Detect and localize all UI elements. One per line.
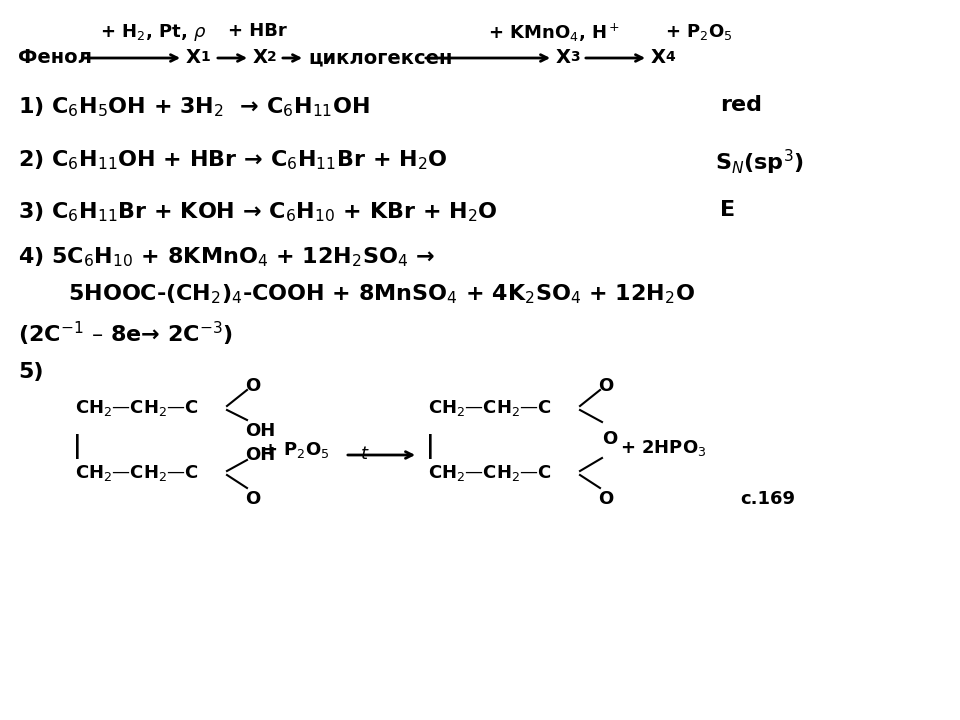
Text: O: O <box>245 490 260 508</box>
Text: 3) C$_6$H$_{11}$Br + KOH → C$_6$H$_{10}$ + KBr + H$_2$O: 3) C$_6$H$_{11}$Br + KOH → C$_6$H$_{10}$… <box>18 200 497 224</box>
Text: X: X <box>651 48 666 67</box>
Text: 2) C$_6$H$_{11}$OH + HBr → C$_6$H$_{11}$Br + H$_2$O: 2) C$_6$H$_{11}$OH + HBr → C$_6$H$_{11}$… <box>18 148 447 171</box>
Text: циклогексен: циклогексен <box>308 48 452 67</box>
Text: Фенол: Фенол <box>18 48 92 67</box>
Text: + P$_2$O$_5$: + P$_2$O$_5$ <box>665 22 732 42</box>
Text: X: X <box>253 48 268 67</box>
Text: |: | <box>73 434 82 459</box>
Text: (2C$^{-1}$ – 8e→ 2C$^{-3}$): (2C$^{-1}$ – 8e→ 2C$^{-3}$) <box>18 320 233 348</box>
Text: red: red <box>720 95 762 115</box>
Text: E: E <box>720 200 735 220</box>
Text: O: O <box>245 377 260 395</box>
Text: 4) 5C$_6$H$_{10}$ + 8KMnO$_4$ + 12H$_2$SO$_4$ →: 4) 5C$_6$H$_{10}$ + 8KMnO$_4$ + 12H$_2$S… <box>18 245 435 269</box>
Text: |: | <box>426 434 435 459</box>
Text: S$_N$(sp$^3$): S$_N$(sp$^3$) <box>715 148 804 177</box>
Text: + P$_2$O$_5$: + P$_2$O$_5$ <box>262 440 329 460</box>
Text: X: X <box>186 48 201 67</box>
Text: CH$_2$—CH$_2$—C: CH$_2$—CH$_2$—C <box>75 463 199 483</box>
Text: CH$_2$—CH$_2$—C: CH$_2$—CH$_2$—C <box>75 398 199 418</box>
Text: + HBr: + HBr <box>228 22 287 40</box>
Text: 3: 3 <box>570 50 580 64</box>
Text: CH$_2$—CH$_2$—C: CH$_2$—CH$_2$—C <box>428 398 552 418</box>
Text: 5HOOC-(CH$_2$)$_4$-COOH + 8MnSO$_4$ + 4K$_2$SO$_4$ + 12H$_2$O: 5HOOC-(CH$_2$)$_4$-COOH + 8MnSO$_4$ + 4K… <box>68 282 695 305</box>
Text: CH$_2$—CH$_2$—C: CH$_2$—CH$_2$—C <box>428 463 552 483</box>
Text: + 2HPO$_3$: + 2HPO$_3$ <box>620 438 707 458</box>
Text: $t$: $t$ <box>360 445 370 463</box>
Text: O: O <box>602 430 617 448</box>
Text: 1: 1 <box>200 50 209 64</box>
Text: 1) C$_6$H$_5$OH + 3H$_2$  → C$_6$H$_{11}$OH: 1) C$_6$H$_5$OH + 3H$_2$ → C$_6$H$_{11}$… <box>18 95 370 119</box>
Text: 5): 5) <box>18 362 43 382</box>
Text: O: O <box>598 377 613 395</box>
Text: 4: 4 <box>665 50 675 64</box>
Text: OH: OH <box>245 446 276 464</box>
Text: X: X <box>556 48 571 67</box>
Text: + KMnO$_4$, H$^+$: + KMnO$_4$, H$^+$ <box>488 22 620 45</box>
Text: O: O <box>598 490 613 508</box>
Text: с.169: с.169 <box>740 490 795 508</box>
Text: + H$_2$, Pt, $\rho$: + H$_2$, Pt, $\rho$ <box>100 22 206 43</box>
Text: OH: OH <box>245 422 276 440</box>
Text: 2: 2 <box>267 50 276 64</box>
